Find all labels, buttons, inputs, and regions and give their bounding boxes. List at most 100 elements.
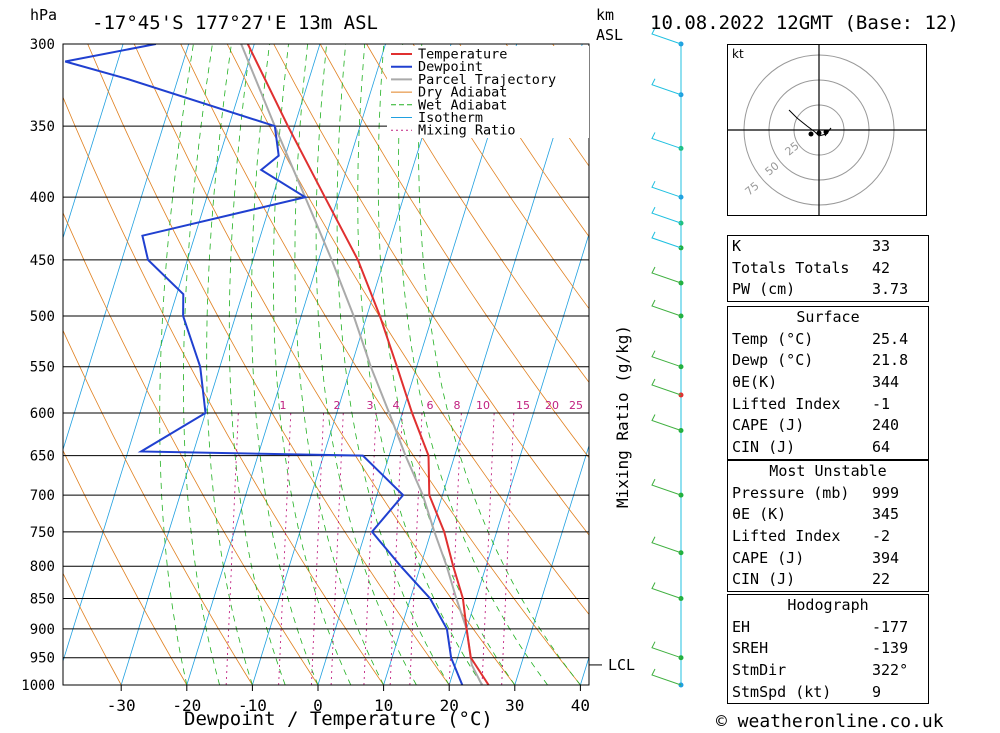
isotherm-line [63, 44, 255, 663]
indices-label: CIN (J) [732, 438, 796, 457]
wet-adiabat-line [206, 44, 253, 685]
legend-entry: Parcel Trajectory [418, 72, 556, 88]
mixing-ratio-label: 3 [367, 399, 374, 412]
legend-entry: Dewpoint [418, 59, 483, 75]
dry-adiabat-line [63, 96, 384, 685]
indices-value: 999 [872, 483, 900, 502]
mixing-ratio-label: 1 [280, 399, 287, 412]
pressure-tick-label: 900 [30, 622, 55, 638]
wet-adiabat-line [336, 44, 450, 685]
legend-entry: Mixing Ratio [418, 123, 516, 139]
indices-row: SREH -139 [728, 638, 928, 660]
wind-barb [651, 266, 682, 284]
wind-barb [651, 180, 682, 198]
isotherm-line [383, 44, 583, 685]
indices-value: 3.73 [872, 280, 909, 299]
indices-label: Lifted Index [732, 394, 841, 413]
indices-value: 22 [872, 570, 891, 589]
legend-entry: Temperature [418, 47, 507, 63]
pressure-tick-label: 650 [30, 449, 55, 465]
isotherm-line [63, 44, 124, 240]
indices-label: CAPE (J) [732, 548, 805, 567]
mixing-ratio-label: 8 [454, 399, 461, 412]
wind-barb [651, 536, 682, 554]
dry-adiabat-line [366, 44, 589, 383]
legend-entry: Isotherm [418, 110, 483, 126]
dry-adiabat-line [459, 44, 589, 238]
pressure-tick-label: 350 [30, 119, 55, 135]
indices-value: 64 [872, 438, 891, 457]
credit-footer[interactable]: © weatheronline.co.uk [716, 711, 944, 732]
indices-row: CIN (J) 22 [728, 569, 928, 591]
x-tick-label: -30 [107, 696, 136, 715]
dry-adiabat-line [971, 44, 1000, 685]
indices-value: 9 [872, 682, 882, 701]
wet-adiabat-line [418, 44, 581, 685]
pressure-tick-label: 800 [30, 559, 55, 575]
wind-barb [651, 299, 682, 317]
indices-label: θE (K) [732, 505, 787, 524]
indices-label: StmDir [732, 661, 787, 680]
indices-row: Totals Totals 42 [728, 258, 928, 280]
indices-row: θE(K) 344 [728, 372, 928, 394]
mixing-ratio-line [363, 413, 377, 685]
pressure-tick-label: 300 [30, 37, 55, 53]
mixing-ratio-label: 6 [427, 399, 434, 412]
indices-label: CIN (J) [732, 570, 796, 589]
wind-barb [651, 132, 682, 149]
x-tick-label: -20 [172, 696, 201, 715]
parcel-trajectory-line [240, 44, 483, 685]
indices-label: CAPE (J) [732, 416, 805, 435]
wind-barb [651, 414, 682, 431]
wind-barb [651, 231, 682, 249]
legend-entry: Wet Adiabat [418, 97, 507, 113]
pressure-tick-label: 550 [30, 360, 55, 376]
indices-row: EH -177 [728, 617, 928, 639]
dry-adiabat-line [133, 44, 516, 685]
temperature-line [246, 44, 490, 685]
indices-row: CAPE (J) 394 [728, 548, 928, 570]
indices-label: Dewp (°C) [732, 351, 814, 370]
indices-row: CAPE (J) 240 [728, 415, 928, 437]
wet-adiabat-line [159, 44, 194, 685]
plot-frame [62, 43, 590, 686]
indices-value: 21.8 [872, 351, 909, 370]
isotherm-line [186, 44, 386, 685]
legend-box [387, 46, 589, 138]
mixing-ratio-label: 10 [476, 399, 490, 412]
pressure-tick-label: 1000 [21, 678, 55, 694]
indices-row: K 33 [728, 236, 928, 258]
dry-adiabat-line [87, 44, 450, 685]
wind-barb [651, 668, 682, 686]
legend-entry: Dry Adiabat [418, 85, 507, 101]
indices-value: 25.4 [872, 329, 909, 348]
indices-value: 42 [872, 258, 891, 277]
indices-label: SREH [732, 639, 769, 658]
indices-row: θE (K) 345 [728, 504, 928, 526]
indices-value: 394 [872, 548, 900, 567]
indices-value: -139 [872, 639, 909, 658]
indices-label: Temp (°C) [732, 329, 814, 348]
isotherm-line [514, 444, 589, 685]
wind-barb [651, 378, 682, 396]
indices-label: K [732, 237, 742, 255]
isotherm-line [63, 44, 190, 451]
pressure-unit: hPa [30, 6, 58, 24]
x-tick-label: 40 [571, 696, 590, 715]
dry-adiabat-line [412, 44, 589, 310]
wind-barb [651, 478, 682, 496]
dry-adiabat-line [925, 44, 1000, 685]
indices-value: -177 [872, 617, 909, 636]
indices-basic-table: K 33 Totals Totals 42 PW (cm) 3.73 [727, 235, 929, 303]
location-title: -17°45'S 177°27'E 13m ASL [92, 12, 378, 34]
indices-row: Temp (°C) 25.4 [728, 329, 928, 351]
indices-label: θE(K) [732, 373, 778, 392]
indices-value: -2 [872, 527, 891, 546]
isotherm-line [120, 44, 321, 685]
wet-adiabat-line [251, 44, 319, 685]
mixing-ratio-label: 25 [569, 399, 583, 412]
dewpoint-line [64, 44, 464, 685]
wind-barb [651, 641, 682, 659]
indices-label: Totals Totals [732, 258, 850, 277]
mixing-ratio-label: 4 [393, 399, 400, 412]
